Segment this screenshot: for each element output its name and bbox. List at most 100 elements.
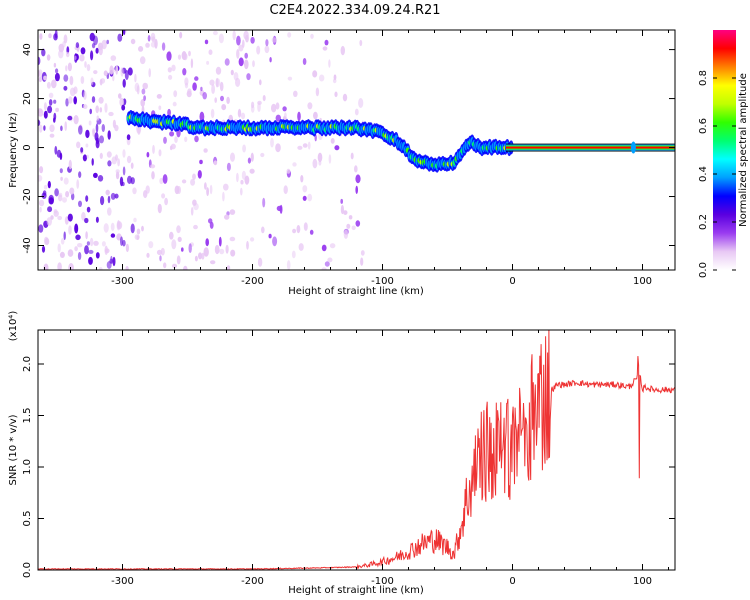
noise-cell [206, 187, 210, 197]
noise-cell [204, 182, 207, 190]
noise-cell [250, 237, 255, 242]
noise-cell [47, 105, 53, 114]
noise-cell [82, 154, 87, 162]
noise-cell [319, 74, 325, 82]
noise-cell [148, 68, 151, 78]
chart-title: C2E4.2022.334.09.24.R21 [269, 3, 440, 18]
noise-cell [354, 108, 359, 116]
noise-cell [89, 108, 92, 115]
noise-cell [322, 46, 328, 51]
noise-cell [243, 30, 249, 40]
noise-cell [77, 252, 82, 260]
noise-cell [350, 152, 354, 160]
noise-cell [200, 86, 203, 92]
noise-cell [54, 188, 59, 197]
noise-cell [38, 224, 44, 233]
spectrogram-xlabel: Height of straight line (km) [288, 286, 424, 297]
noise-cell [63, 74, 69, 82]
noise-cell [98, 267, 103, 270]
noise-cell [120, 67, 124, 77]
noise-cell [205, 238, 209, 247]
noise-cell [351, 225, 356, 231]
noise-cell [197, 170, 202, 179]
noise-cell [115, 154, 118, 161]
noise-cell [150, 164, 156, 169]
noise-cell [48, 92, 54, 99]
noise-cell [262, 197, 266, 208]
noise-cell [310, 33, 314, 39]
noise-cell [109, 65, 114, 75]
noise-cell [78, 125, 83, 135]
noise-cell [221, 104, 227, 111]
noise-cell [54, 30, 58, 39]
noise-cell [172, 101, 177, 107]
noise-cell [193, 203, 199, 211]
noise-cell [130, 38, 136, 45]
noise-cell [209, 184, 213, 195]
noise-cell [240, 179, 244, 185]
noise-cell [93, 70, 98, 75]
noise-cell [68, 263, 74, 270]
noise-cell [330, 138, 335, 144]
noise-cell [161, 193, 166, 199]
noise-cell [43, 75, 48, 81]
spike-cell [630, 141, 636, 154]
noise-cell [114, 124, 119, 132]
noise-cell [324, 261, 330, 267]
noise-cell [340, 204, 344, 215]
noise-cell [112, 68, 116, 73]
noise-cell [81, 211, 86, 221]
noise-cell [55, 68, 59, 74]
noise-cell [152, 144, 155, 154]
colorbar-label: Normalized spectral amplitude [738, 73, 749, 227]
noise-cell [296, 225, 301, 234]
noise-cell [53, 112, 57, 121]
noise-cell [307, 141, 311, 150]
noise-cell [57, 215, 63, 221]
noise-cell [91, 96, 96, 103]
snr-multiplier: (x10⁴) [8, 311, 19, 342]
noise-cell [78, 200, 82, 207]
noise-cell [317, 152, 323, 163]
noise-cell [88, 256, 93, 265]
noise-cell [46, 81, 51, 89]
noise-cell [86, 64, 91, 72]
noise-cell [101, 39, 107, 50]
noise-cell [55, 107, 59, 112]
noise-cell [148, 241, 154, 249]
noise-cell [167, 67, 172, 73]
x-tick-label: 0 [509, 276, 515, 287]
noise-cell [74, 246, 78, 252]
noise-cell [332, 78, 337, 84]
noise-cell [65, 51, 70, 58]
noise-cell [84, 217, 89, 224]
noise-cell [38, 175, 43, 182]
noise-cell [169, 131, 175, 137]
noise-cell [140, 99, 145, 107]
noise-cell [194, 76, 199, 81]
noise-cell [48, 197, 54, 205]
noise-cell [262, 95, 266, 102]
noise-cell [182, 68, 187, 76]
noise-cell [130, 223, 135, 234]
noise-cell [188, 50, 191, 57]
noise-cell [101, 241, 106, 247]
noise-cell [225, 244, 229, 254]
noise-cell [190, 58, 194, 69]
noise-cell [209, 221, 214, 229]
noise-cell [359, 39, 363, 47]
noise-cell [90, 77, 94, 86]
noise-cell [98, 96, 104, 104]
noise-cell [358, 98, 364, 108]
noise-cell [68, 159, 72, 170]
noise-cell [82, 104, 88, 110]
noise-cell [300, 175, 304, 183]
noise-cell [86, 241, 90, 246]
noise-cell [119, 97, 124, 107]
noise-cell [134, 234, 140, 241]
noise-cell [201, 252, 205, 260]
noise-cell [161, 42, 166, 51]
noise-cell [60, 125, 63, 132]
noise-cell [71, 192, 75, 201]
